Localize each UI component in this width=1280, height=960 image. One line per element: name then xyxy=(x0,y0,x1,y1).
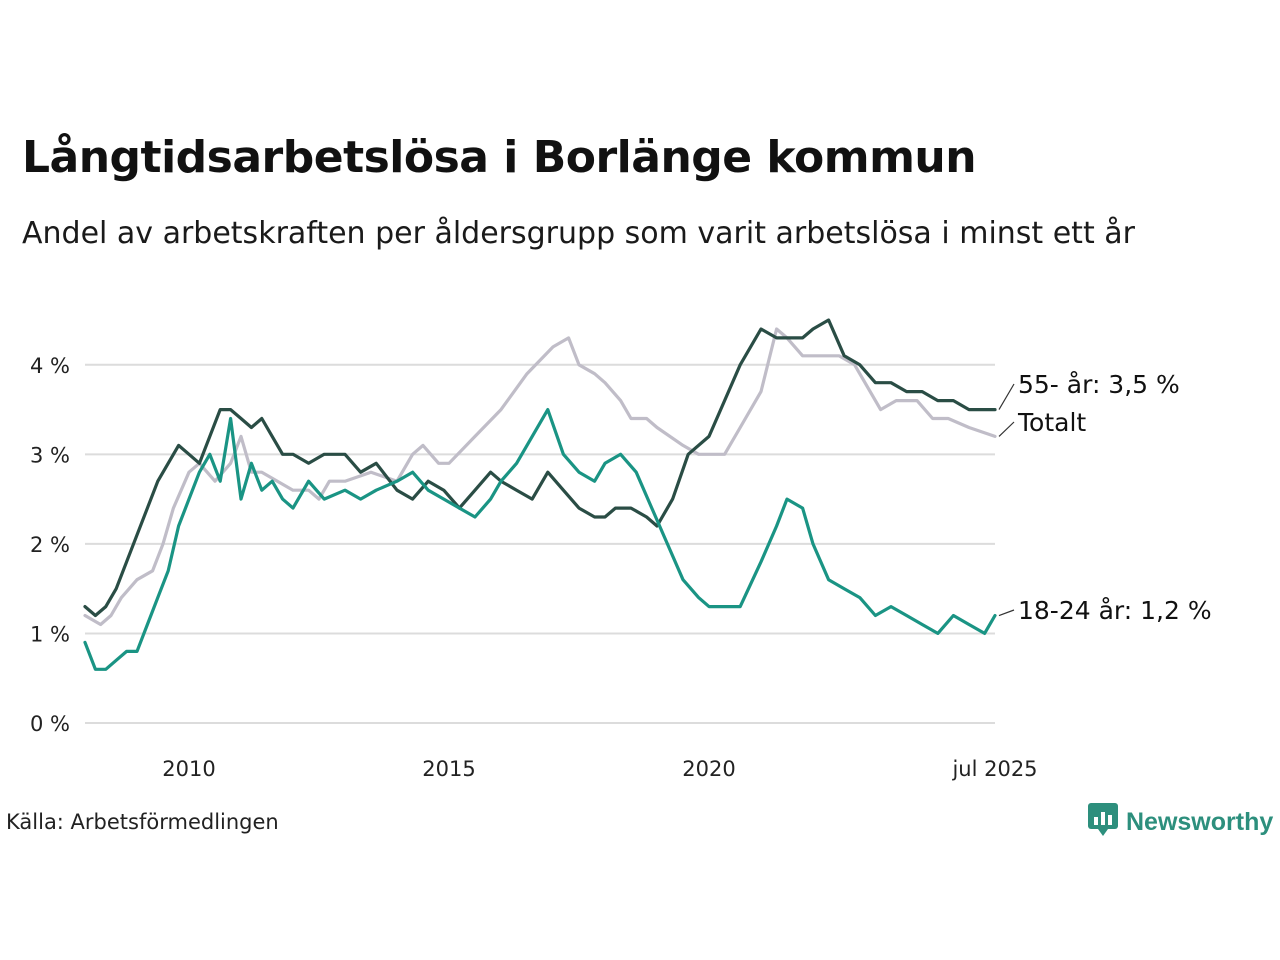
series-lines xyxy=(83,318,997,671)
chart-subtitle: Andel av arbetskraften per åldersgrupp s… xyxy=(22,216,1135,251)
x-tick-label: 2020 xyxy=(682,757,735,781)
source-note: Källa: Arbetsförmedlingen xyxy=(6,810,279,834)
brand-logo: Newsworthy xyxy=(1088,803,1273,841)
series-line-55- xyxy=(83,318,997,618)
newsworthy-logo-icon xyxy=(1088,803,1118,841)
x-tick-label: jul 2025 xyxy=(951,757,1037,781)
y-tick-label: 4 % xyxy=(30,354,70,378)
series-end-label: 18-24 år: 1,2 % xyxy=(1018,596,1212,625)
series-end-labels: Totalt 55- år: 3,5 % 18-24 år: 1,2 % xyxy=(998,370,1212,625)
y-tick-label: 3 % xyxy=(30,443,70,467)
series-end-label: Totalt xyxy=(1017,408,1086,437)
chart-title: Långtidsarbetslösa i Borlänge kommun xyxy=(22,132,977,183)
y-tick-label: 2 % xyxy=(30,533,70,557)
x-tick-label: 2015 xyxy=(422,757,475,781)
series-line-18-24 xyxy=(83,408,997,671)
end-label-connector xyxy=(998,609,1015,617)
brand-name: Newsworthy xyxy=(1126,807,1274,836)
y-tick-label: 1 % xyxy=(30,622,70,646)
y-axis-tick-labels: 0 % 1 % 2 % 3 % 4 % xyxy=(30,354,70,736)
x-axis-tick-labels: 2010 2015 2020 jul 2025 xyxy=(162,757,1037,781)
end-label-connector xyxy=(998,383,1015,410)
y-tick-label: 0 % xyxy=(30,712,70,736)
series-line-Totalt xyxy=(83,327,997,627)
end-label-connector xyxy=(998,421,1015,437)
grid-lines xyxy=(85,363,995,724)
x-tick-label: 2010 xyxy=(162,757,215,781)
series-end-label: 55- år: 3,5 % xyxy=(1018,370,1180,399)
